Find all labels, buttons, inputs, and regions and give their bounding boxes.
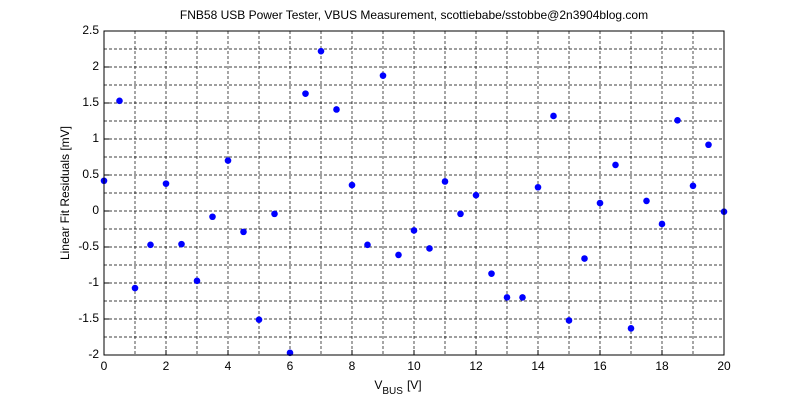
point [627,325,635,332]
point [193,277,201,285]
point [705,141,712,149]
point [317,47,325,55]
x-label-main: V [374,378,382,392]
point [519,294,526,301]
point [550,112,557,120]
y-tick-label: 2 [92,59,99,73]
point [426,245,433,252]
y-tick-label: -2 [88,347,99,361]
point [348,181,356,189]
point [178,240,185,248]
point [209,213,216,221]
point [534,183,542,191]
y-tick-label: -1.5 [78,311,99,325]
point [286,349,294,357]
point [488,270,495,277]
point [255,316,263,324]
point [658,220,666,228]
point [116,97,123,105]
point [240,228,247,236]
point [224,157,232,164]
x-label-unit: [V] [407,378,422,392]
point [674,116,681,124]
point [379,72,387,79]
point [271,210,278,218]
axes-box [103,30,725,356]
point [302,90,309,97]
point [395,251,402,259]
point [689,182,697,190]
y-axis-label: Linear Fit Residuals [mV] [58,126,72,260]
chart-title: FNB58 USB Power Tester, VBUS Measurement… [180,8,648,22]
x-tick-label: 18 [655,359,669,373]
y-tick-label: -0.5 [78,239,99,253]
x-tick-label: 6 [287,359,294,373]
point [596,199,604,207]
x-tick-label: 16 [593,359,607,373]
point [364,241,371,249]
point [565,317,573,324]
y-tick-label: 0 [92,203,99,217]
y-tick-label: -1 [88,275,99,289]
x-tick-label: 10 [407,359,421,373]
x-label-subscript: BUS [382,386,403,397]
point [147,241,154,249]
x-tick-label: 4 [225,359,232,373]
y-tick-label: 2.5 [82,23,99,37]
point [131,284,139,292]
x-tick-label: 0 [101,359,108,373]
point [581,255,588,262]
point [333,106,340,113]
point [410,227,418,234]
point [457,210,464,218]
x-axis-label: VBUS [V] [374,378,421,396]
y-tick-label: 0.5 [82,167,99,181]
x-tick-label: 2 [163,359,170,373]
point [162,180,170,187]
point [643,197,650,205]
point [441,178,449,185]
x-tick-label: 14 [531,359,545,373]
point [503,294,511,301]
point [472,191,480,199]
y-tick-label: 1 [92,131,99,145]
y-tick-label: 1.5 [82,95,99,109]
x-tick-label: 20 [717,359,731,373]
x-tick-label: 12 [469,359,483,373]
x-tick-label: 8 [349,359,356,373]
plot-layer: 0 2 4 6 8 10 12 14 16 18 20 -2 -1.5 -1 -0.5 0 0.5 1 1.5 2 2.… [78,23,731,373]
point [612,161,619,169]
